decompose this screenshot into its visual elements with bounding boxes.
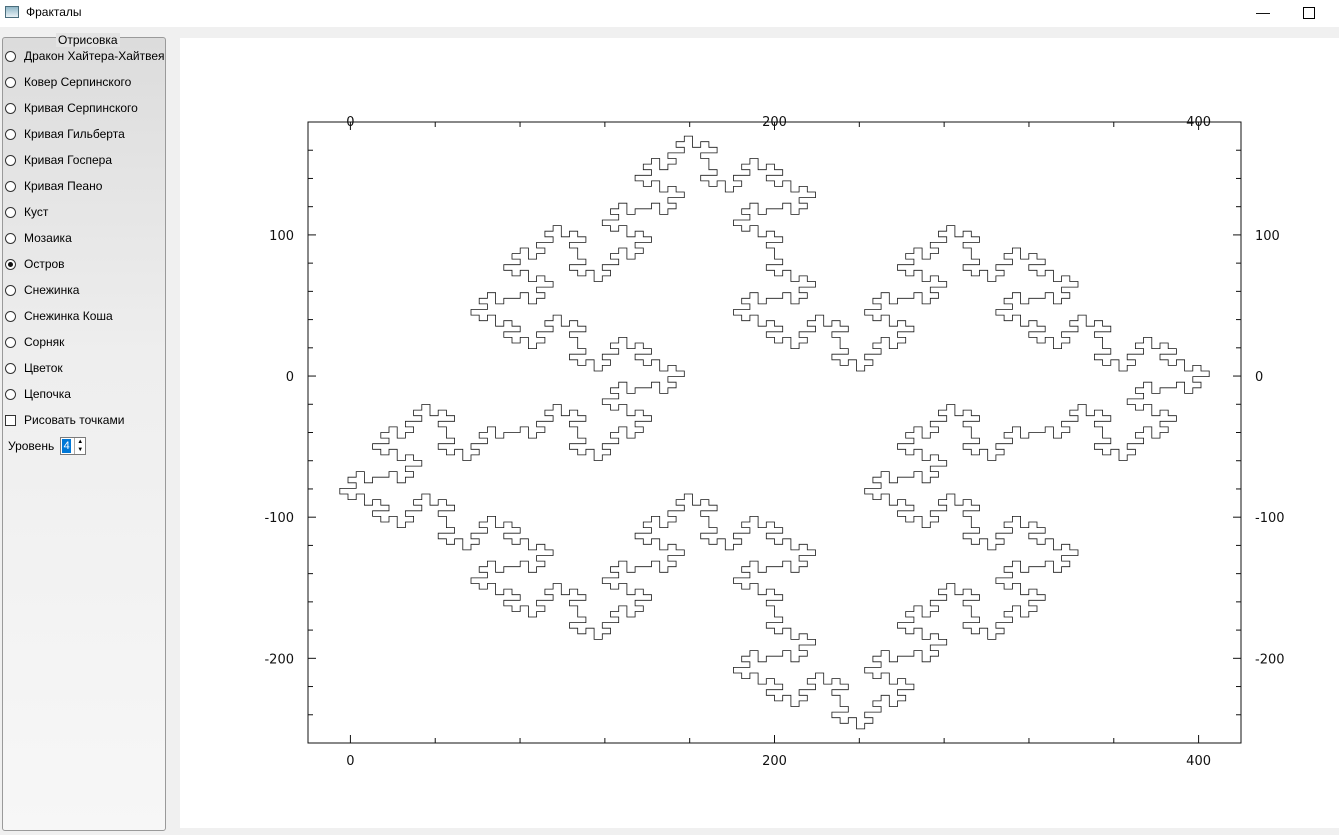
- app-icon: [5, 6, 19, 18]
- radio-button[interactable]: [5, 154, 16, 166]
- fractal-option-label: Кривая Госпера: [24, 153, 113, 167]
- radio-button[interactable]: [5, 284, 16, 296]
- y-tick-label-left: -100: [264, 511, 294, 526]
- fractal-option[interactable]: Снежинка Коша: [5, 306, 113, 326]
- y-tick-label-left: 0: [286, 370, 294, 385]
- fractal-option-label: Мозаика: [24, 231, 72, 245]
- fractal-option[interactable]: Мозаика: [5, 228, 72, 248]
- radio-button[interactable]: [5, 258, 16, 270]
- fractal-plot: 0 0 200 200 400 400 100 100 0 0 -100 -100 -200 -200: [264, 115, 1285, 769]
- radio-button[interactable]: [5, 232, 16, 244]
- fractal-option-label: Снежинка: [24, 283, 80, 297]
- fractal-option[interactable]: Куст: [5, 202, 48, 222]
- fractal-option[interactable]: Цепочка: [5, 384, 71, 404]
- y-tick-label-right: 100: [1255, 229, 1280, 244]
- radio-button[interactable]: [5, 128, 16, 140]
- x-tick-label-top: 400: [1186, 115, 1211, 130]
- fractal-option[interactable]: Ковер Серпинского: [5, 72, 131, 92]
- y-tick-label-left: -200: [264, 652, 294, 667]
- plot-area: 0 0 200 200 400 400 100 100 0 0 -100 -100 -200 -200: [180, 38, 1339, 828]
- x-tick-label-bottom: 400: [1186, 754, 1211, 769]
- fractal-option[interactable]: Кривая Пеано: [5, 176, 102, 196]
- minimize-button[interactable]: —: [1256, 4, 1270, 20]
- radio-button[interactable]: [5, 102, 16, 114]
- fractal-option[interactable]: Кривая Серпинского: [5, 98, 138, 118]
- fractal-option-label: Ковер Серпинского: [24, 75, 132, 89]
- title-bar: Фракталы —: [0, 0, 1339, 27]
- radio-button[interactable]: [5, 362, 16, 374]
- draw-points-checkbox[interactable]: Рисовать точками: [5, 410, 124, 430]
- level-spinbox[interactable]: 4 ▲ ▼: [60, 437, 87, 455]
- spin-arrows[interactable]: ▲ ▼: [74, 438, 85, 454]
- fractal-option-label: Куст: [24, 205, 49, 219]
- radio-button[interactable]: [5, 180, 16, 192]
- render-options-panel: [2, 37, 166, 831]
- radio-button[interactable]: [5, 76, 16, 88]
- fractal-option-label: Кривая Гильберта: [24, 127, 125, 141]
- radio-button[interactable]: [5, 336, 16, 348]
- maximize-icon: [1303, 7, 1315, 19]
- maximize-button[interactable]: [1286, 0, 1332, 27]
- fractal-option[interactable]: Сорняк: [5, 332, 64, 352]
- fractal-option-label: Кривая Пеано: [24, 179, 103, 193]
- fractal-option-label: Кривая Серпинского: [24, 101, 138, 115]
- y-tick-label-right: -200: [1255, 652, 1285, 667]
- level-row: Уровень 4 ▲ ▼: [8, 436, 87, 456]
- window-title: Фракталы: [26, 5, 82, 19]
- fractal-option[interactable]: Кривая Гильберта: [5, 124, 125, 144]
- x-tick-label-bottom: 200: [762, 754, 787, 769]
- fractal-option-label: Цепочка: [24, 387, 71, 401]
- y-tick-label-right: -100: [1255, 511, 1285, 526]
- level-value[interactable]: 4: [62, 439, 72, 453]
- fractal-option[interactable]: Остров: [5, 254, 65, 274]
- radio-button[interactable]: [5, 206, 16, 218]
- y-tick-label-right: 0: [1255, 370, 1263, 385]
- fractal-option[interactable]: Кривая Госпера: [5, 150, 112, 170]
- radio-button[interactable]: [5, 388, 16, 400]
- fractal-option-label: Цветок: [24, 361, 63, 375]
- radio-button[interactable]: [5, 310, 16, 322]
- x-tick-label-top: 0: [346, 115, 354, 130]
- fractal-option[interactable]: Дракон Хайтера-Хайтвея: [5, 46, 165, 66]
- fractal-option-label: Сорняк: [24, 335, 65, 349]
- fractal-curve: [339, 135, 1210, 730]
- panel-legend: Отрисовка: [56, 33, 120, 47]
- fractal-option-label: Дракон Хайтера-Хайтвея: [24, 49, 165, 63]
- y-tick-label-left: 100: [269, 229, 294, 244]
- radio-button[interactable]: [5, 50, 16, 62]
- level-label: Уровень: [8, 439, 55, 453]
- plot-frame: [307, 121, 1242, 744]
- checkbox-box[interactable]: [5, 414, 16, 426]
- fractal-option-label: Снежинка Коша: [24, 309, 113, 323]
- fractal-option[interactable]: Цветок: [5, 358, 63, 378]
- draw-points-label: Рисовать точками: [24, 413, 125, 427]
- x-tick-label-bottom: 0: [346, 754, 354, 769]
- x-tick-label-top: 200: [762, 115, 787, 130]
- fractal-option-label: Остров: [24, 257, 65, 271]
- fractal-option[interactable]: Снежинка: [5, 280, 79, 300]
